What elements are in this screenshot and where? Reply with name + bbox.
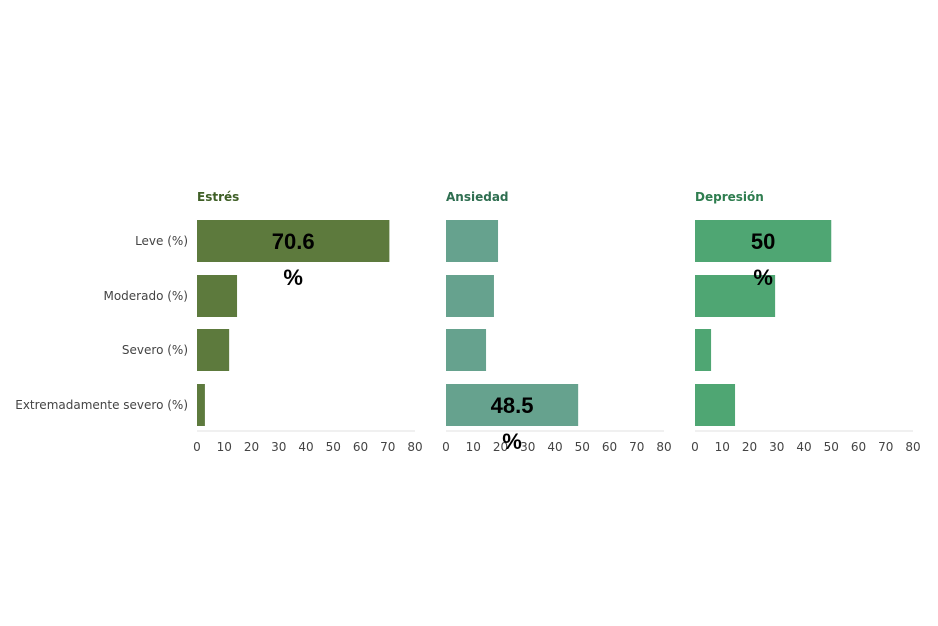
data-label: 50 [751,229,775,254]
bar [197,275,238,317]
tick-label: 50 [575,440,590,454]
bar [446,329,487,371]
bar [197,329,230,371]
tick-label: 70 [380,440,395,454]
bar [197,220,390,262]
tick-label: 10 [715,440,730,454]
category-label: Extremadamente severo (%) [15,398,188,412]
category-label: Severo (%) [122,343,188,357]
category-label: Moderado (%) [103,289,188,303]
tick-label: 30 [769,440,784,454]
tick-label: 80 [905,440,920,454]
panel-title: Estrés [197,190,239,204]
tick-label: 20 [244,440,259,454]
bar [446,275,494,317]
bar [695,329,712,371]
tick-label: 0 [193,440,201,454]
tick-label: 60 [353,440,368,454]
tick-label: 70 [629,440,644,454]
data-label: 48.5 [491,393,534,418]
tick-label: 50 [326,440,341,454]
panel-title: Depresión [695,190,764,204]
tick-label: 30 [520,440,535,454]
data-label: 70.6 [272,229,315,254]
tick-label: 40 [796,440,811,454]
tick-label: 70 [878,440,893,454]
tick-label: 50 [824,440,839,454]
panel-title: Ansiedad [446,190,509,204]
tick-label: 80 [407,440,422,454]
bar [197,384,205,426]
bar [446,220,499,262]
data-label-unit: % [502,429,522,454]
data-label-unit: % [283,265,303,290]
tick-label: 10 [217,440,232,454]
tick-label: 80 [656,440,671,454]
bar [695,220,832,262]
tick-label: 40 [298,440,313,454]
tick-label: 20 [493,440,508,454]
bar [446,384,579,426]
bar [695,275,776,317]
tick-label: 20 [742,440,757,454]
tick-label: 60 [602,440,617,454]
tick-label: 0 [442,440,450,454]
tick-label: 40 [547,440,562,454]
category-label: Leve (%) [135,234,188,248]
tick-label: 10 [466,440,481,454]
tick-label: 0 [691,440,699,454]
data-label-unit: % [753,265,773,290]
tick-label: 30 [271,440,286,454]
tick-label: 60 [851,440,866,454]
bar [695,384,736,426]
